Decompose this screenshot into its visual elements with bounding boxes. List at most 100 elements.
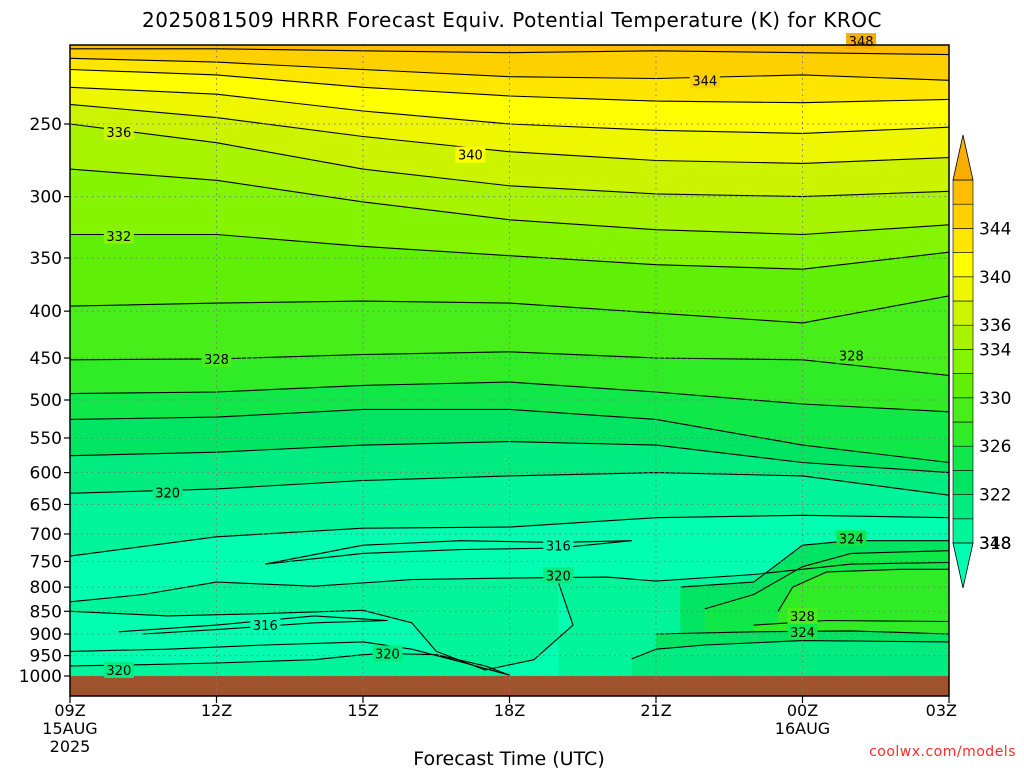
contour-line-332 [70, 233, 949, 270]
colorbar-band [952, 203, 974, 229]
colorbar-band [952, 324, 974, 350]
colorbar-label: 326 [979, 437, 1011, 457]
colorbar-label: 330 [979, 389, 1011, 409]
x-tick-label: 21Z [640, 701, 671, 720]
x-tick-label: 16AUG [775, 719, 830, 738]
ground-fill [70, 676, 949, 696]
colorbar-band [952, 252, 974, 278]
contour-label-bg [455, 146, 486, 163]
ground-layer [70, 676, 949, 696]
source-credit: coolwx.com/models [869, 744, 1016, 760]
contour-label: 332 [106, 230, 131, 245]
contour-line-330 [70, 295, 949, 324]
contour-line-320 [70, 472, 949, 496]
y-tick-label: 700 [30, 525, 62, 545]
contour-label-bg [103, 661, 134, 678]
contour-line-316 [118, 615, 388, 635]
contour-line-318 [70, 514, 949, 557]
x-tick-label: 15AUG [42, 719, 97, 738]
contour-label: 344 [692, 74, 717, 89]
contour-label-bg [250, 617, 281, 634]
contour-label-bg [543, 537, 574, 554]
colorbar-label: 318 [979, 534, 1011, 554]
colorbar-band [952, 470, 974, 495]
contour-label-bg [372, 645, 403, 662]
contour-line-326 [704, 550, 949, 610]
y-tick-label: 500 [30, 391, 62, 411]
y-tick-label: 300 [30, 188, 62, 208]
colorbar: 318 322 326 330 334 336 340 344 348 [952, 134, 1011, 589]
colorbar-arrow-top [952, 134, 974, 181]
colorbar-band [952, 445, 974, 471]
contour-label: 324 [839, 533, 864, 548]
colorbar-band [952, 397, 974, 423]
contour-label-bg [201, 350, 232, 367]
colorbar-arrow-bottom [952, 542, 974, 589]
contour-label: 324 [790, 626, 815, 641]
contour-line-318 [70, 641, 510, 676]
x-tick-label: 03Z [926, 701, 957, 720]
x-tick-label: 15Z [347, 701, 378, 720]
contour-label: 328 [204, 353, 229, 368]
contour-label: 320 [375, 647, 400, 662]
colorbar-label: 344 [979, 219, 1011, 239]
contour-label: 336 [106, 126, 131, 141]
x-tick-label: 00Z [787, 701, 818, 720]
contour-label: 328 [839, 349, 864, 364]
contour-label: 316 [253, 619, 278, 634]
contour-line-328 [777, 568, 949, 612]
x-tick-label: 12Z [201, 701, 232, 720]
contour-label-bg [543, 567, 574, 584]
y-tick-label: 950 [30, 647, 62, 667]
y-tick-label: 1000 [19, 667, 62, 687]
x-axis-label: Forecast Time (UTC) [413, 748, 604, 768]
colorbar-label: 334 [979, 340, 1011, 360]
colorbar-band [952, 276, 974, 302]
contour-line-316 [265, 540, 633, 565]
contour-line-322 [631, 640, 949, 660]
contour-label: 348 [849, 35, 874, 50]
contour-label-bg [787, 623, 818, 640]
contour-line-328 [753, 619, 949, 626]
colorbar-band [952, 179, 974, 205]
colorbar-label: 340 [979, 268, 1011, 288]
y-tick-label: 600 [30, 464, 62, 484]
chart-title: 2025081509 HRRR Forecast Equiv. Potentia… [142, 8, 882, 32]
x-tick-label: 18Z [494, 701, 525, 720]
contour-label-bg [152, 484, 183, 501]
colorbar-band [952, 518, 974, 544]
colorbar-band [952, 494, 974, 520]
y-tick-label: 750 [30, 552, 62, 572]
contour-line-348 [70, 39, 949, 43]
contour-label-bg [103, 227, 134, 244]
colorbar-band [952, 373, 974, 399]
y-tick-label: 800 [30, 578, 62, 598]
y-tick-label: 450 [30, 349, 62, 369]
contour-label: 328 [790, 610, 815, 625]
y-tick-label: 550 [30, 429, 62, 449]
colorbar-band [952, 300, 974, 326]
contour-label-bg [103, 123, 134, 140]
contour-label-bg [836, 530, 867, 547]
contour-label: 340 [458, 149, 483, 164]
colorbar-band [952, 421, 974, 447]
axes: 250 300 350 400 450 500 550 600 650 700 750 800 850 9… [19, 44, 957, 756]
contour-label-bg [689, 72, 720, 89]
y-tick-label: 900 [30, 625, 62, 645]
colorbar-label: 322 [979, 486, 1011, 506]
contour-line-346 [70, 48, 949, 56]
contour-label: 320 [106, 664, 131, 679]
contour-line-318 [70, 581, 574, 671]
colorbar-label: 336 [979, 316, 1011, 336]
y-tick-label: 350 [30, 249, 62, 269]
contour-line-324 [680, 540, 949, 588]
contour-label-bg [836, 347, 867, 364]
contour-line-320 [70, 652, 510, 676]
contour-label: 320 [546, 570, 571, 585]
y-tick-label: 650 [30, 495, 62, 515]
colorbar-band [952, 228, 974, 253]
x-tick-label: 2025 [50, 737, 91, 756]
y-tick-label: 250 [30, 115, 62, 135]
